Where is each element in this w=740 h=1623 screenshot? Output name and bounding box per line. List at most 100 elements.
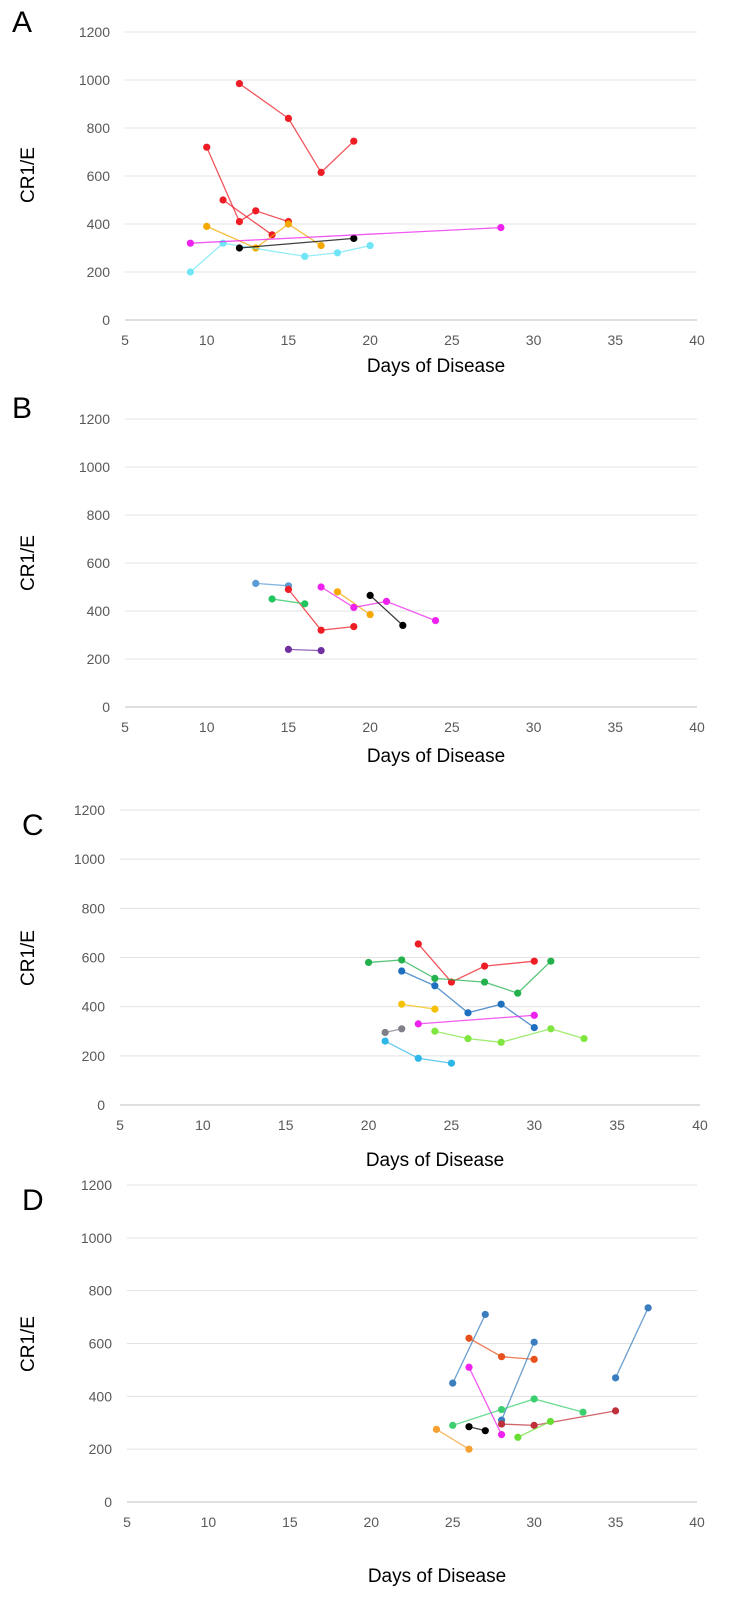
data-point xyxy=(399,621,407,630)
y-tick-label: 0 xyxy=(97,1097,105,1113)
y-tick-label: 600 xyxy=(82,950,106,966)
series-10 xyxy=(432,1425,473,1453)
series-3 xyxy=(398,967,538,1032)
data-point xyxy=(611,1407,620,1415)
chart-panel-a: A 0 200 400 600 800 1000 1200 5 10 15 20 25 30 35 40 CR1… xyxy=(12,6,705,377)
data-point xyxy=(350,137,358,145)
series-3 xyxy=(219,196,276,239)
data-point xyxy=(530,1338,538,1346)
series-7 xyxy=(431,1025,588,1046)
x-axis-title: Days of Disease xyxy=(367,356,505,377)
series-4 xyxy=(611,1304,652,1382)
data-point xyxy=(464,1009,472,1017)
x-tick-label: 10 xyxy=(201,1514,217,1530)
data-point xyxy=(514,1433,522,1441)
data-point xyxy=(235,244,243,252)
data-point xyxy=(644,1304,652,1312)
y-tick-label: 200 xyxy=(82,1048,106,1064)
data-point xyxy=(431,617,440,625)
x-tick-label: 35 xyxy=(609,1117,625,1133)
data-point xyxy=(480,978,489,986)
series-6 xyxy=(317,583,440,625)
data-point xyxy=(611,1374,620,1382)
data-point xyxy=(530,1355,538,1363)
series-1 xyxy=(449,1310,489,1387)
y-tick-label: 0 xyxy=(102,312,110,328)
y-tick-label: 1000 xyxy=(79,459,110,475)
data-point xyxy=(497,1000,505,1008)
panel-letter: A xyxy=(12,6,32,39)
series-line xyxy=(189,242,371,273)
y-tick-label: 200 xyxy=(89,1441,113,1457)
y-tick-label: 800 xyxy=(87,120,111,136)
data-point xyxy=(317,242,325,250)
data-point xyxy=(497,1353,506,1361)
data-point xyxy=(252,579,260,588)
x-axis-title: Days of Disease xyxy=(368,1566,506,1587)
data-point xyxy=(431,1005,439,1013)
series-6 xyxy=(381,1025,406,1037)
data-point xyxy=(530,1421,538,1429)
series-line xyxy=(501,1410,616,1427)
data-point xyxy=(317,626,325,634)
x-tick-label: 15 xyxy=(281,332,297,348)
data-point xyxy=(186,268,194,276)
data-point xyxy=(497,224,505,232)
series-6 xyxy=(235,234,358,252)
x-tick-label: 25 xyxy=(444,1117,460,1133)
data-point xyxy=(580,1035,588,1043)
data-point xyxy=(547,1025,555,1033)
data-point xyxy=(530,1395,538,1403)
x-tick-label: 40 xyxy=(689,332,705,348)
x-tick-label: 20 xyxy=(362,719,378,735)
series-line xyxy=(417,943,535,983)
series-2 xyxy=(364,956,555,997)
data-point xyxy=(301,252,309,260)
data-point xyxy=(464,1035,472,1043)
data-point xyxy=(530,957,538,965)
data-point xyxy=(317,647,325,655)
data-point xyxy=(333,588,342,596)
x-tick-label: 5 xyxy=(121,332,129,348)
y-tick-label: 400 xyxy=(89,1388,113,1404)
data-point xyxy=(203,143,211,151)
data-point xyxy=(235,218,243,226)
series-line xyxy=(401,970,535,1029)
x-tick-label: 35 xyxy=(608,1514,624,1530)
data-point xyxy=(431,982,439,990)
data-point xyxy=(317,168,325,176)
data-point xyxy=(317,583,325,591)
series-line xyxy=(452,1398,584,1427)
data-point xyxy=(465,1445,473,1453)
data-point xyxy=(431,1027,439,1035)
series-5 xyxy=(186,239,374,276)
y-tick-label: 0 xyxy=(102,699,110,715)
data-point xyxy=(382,597,391,606)
series-5 xyxy=(333,588,374,619)
data-point xyxy=(366,611,374,619)
data-point xyxy=(447,1059,456,1067)
data-point xyxy=(547,957,555,965)
series-line xyxy=(614,1307,649,1379)
series-line xyxy=(271,598,305,605)
series-line xyxy=(468,1366,503,1435)
series-line xyxy=(287,588,354,631)
panel-letter: C xyxy=(22,809,44,842)
series-line xyxy=(401,1003,435,1010)
y-tick-label: 800 xyxy=(87,507,111,523)
data-point xyxy=(530,1011,538,1019)
y-tick-label: 800 xyxy=(82,900,106,916)
series-line xyxy=(368,959,552,994)
series-line xyxy=(239,237,354,249)
data-point xyxy=(350,234,358,242)
data-point xyxy=(301,600,309,608)
series-4 xyxy=(284,645,325,655)
x-tick-label: 40 xyxy=(689,719,705,735)
chart-panel-c: C 0 200 400 600 800 1000 1200 5 10 15 20 25 30 35 40 CR1… xyxy=(18,802,708,1171)
data-point xyxy=(480,962,489,970)
series-line xyxy=(418,1014,535,1025)
series-3 xyxy=(268,595,309,608)
data-point xyxy=(398,1000,406,1008)
x-tick-label: 15 xyxy=(281,719,297,735)
